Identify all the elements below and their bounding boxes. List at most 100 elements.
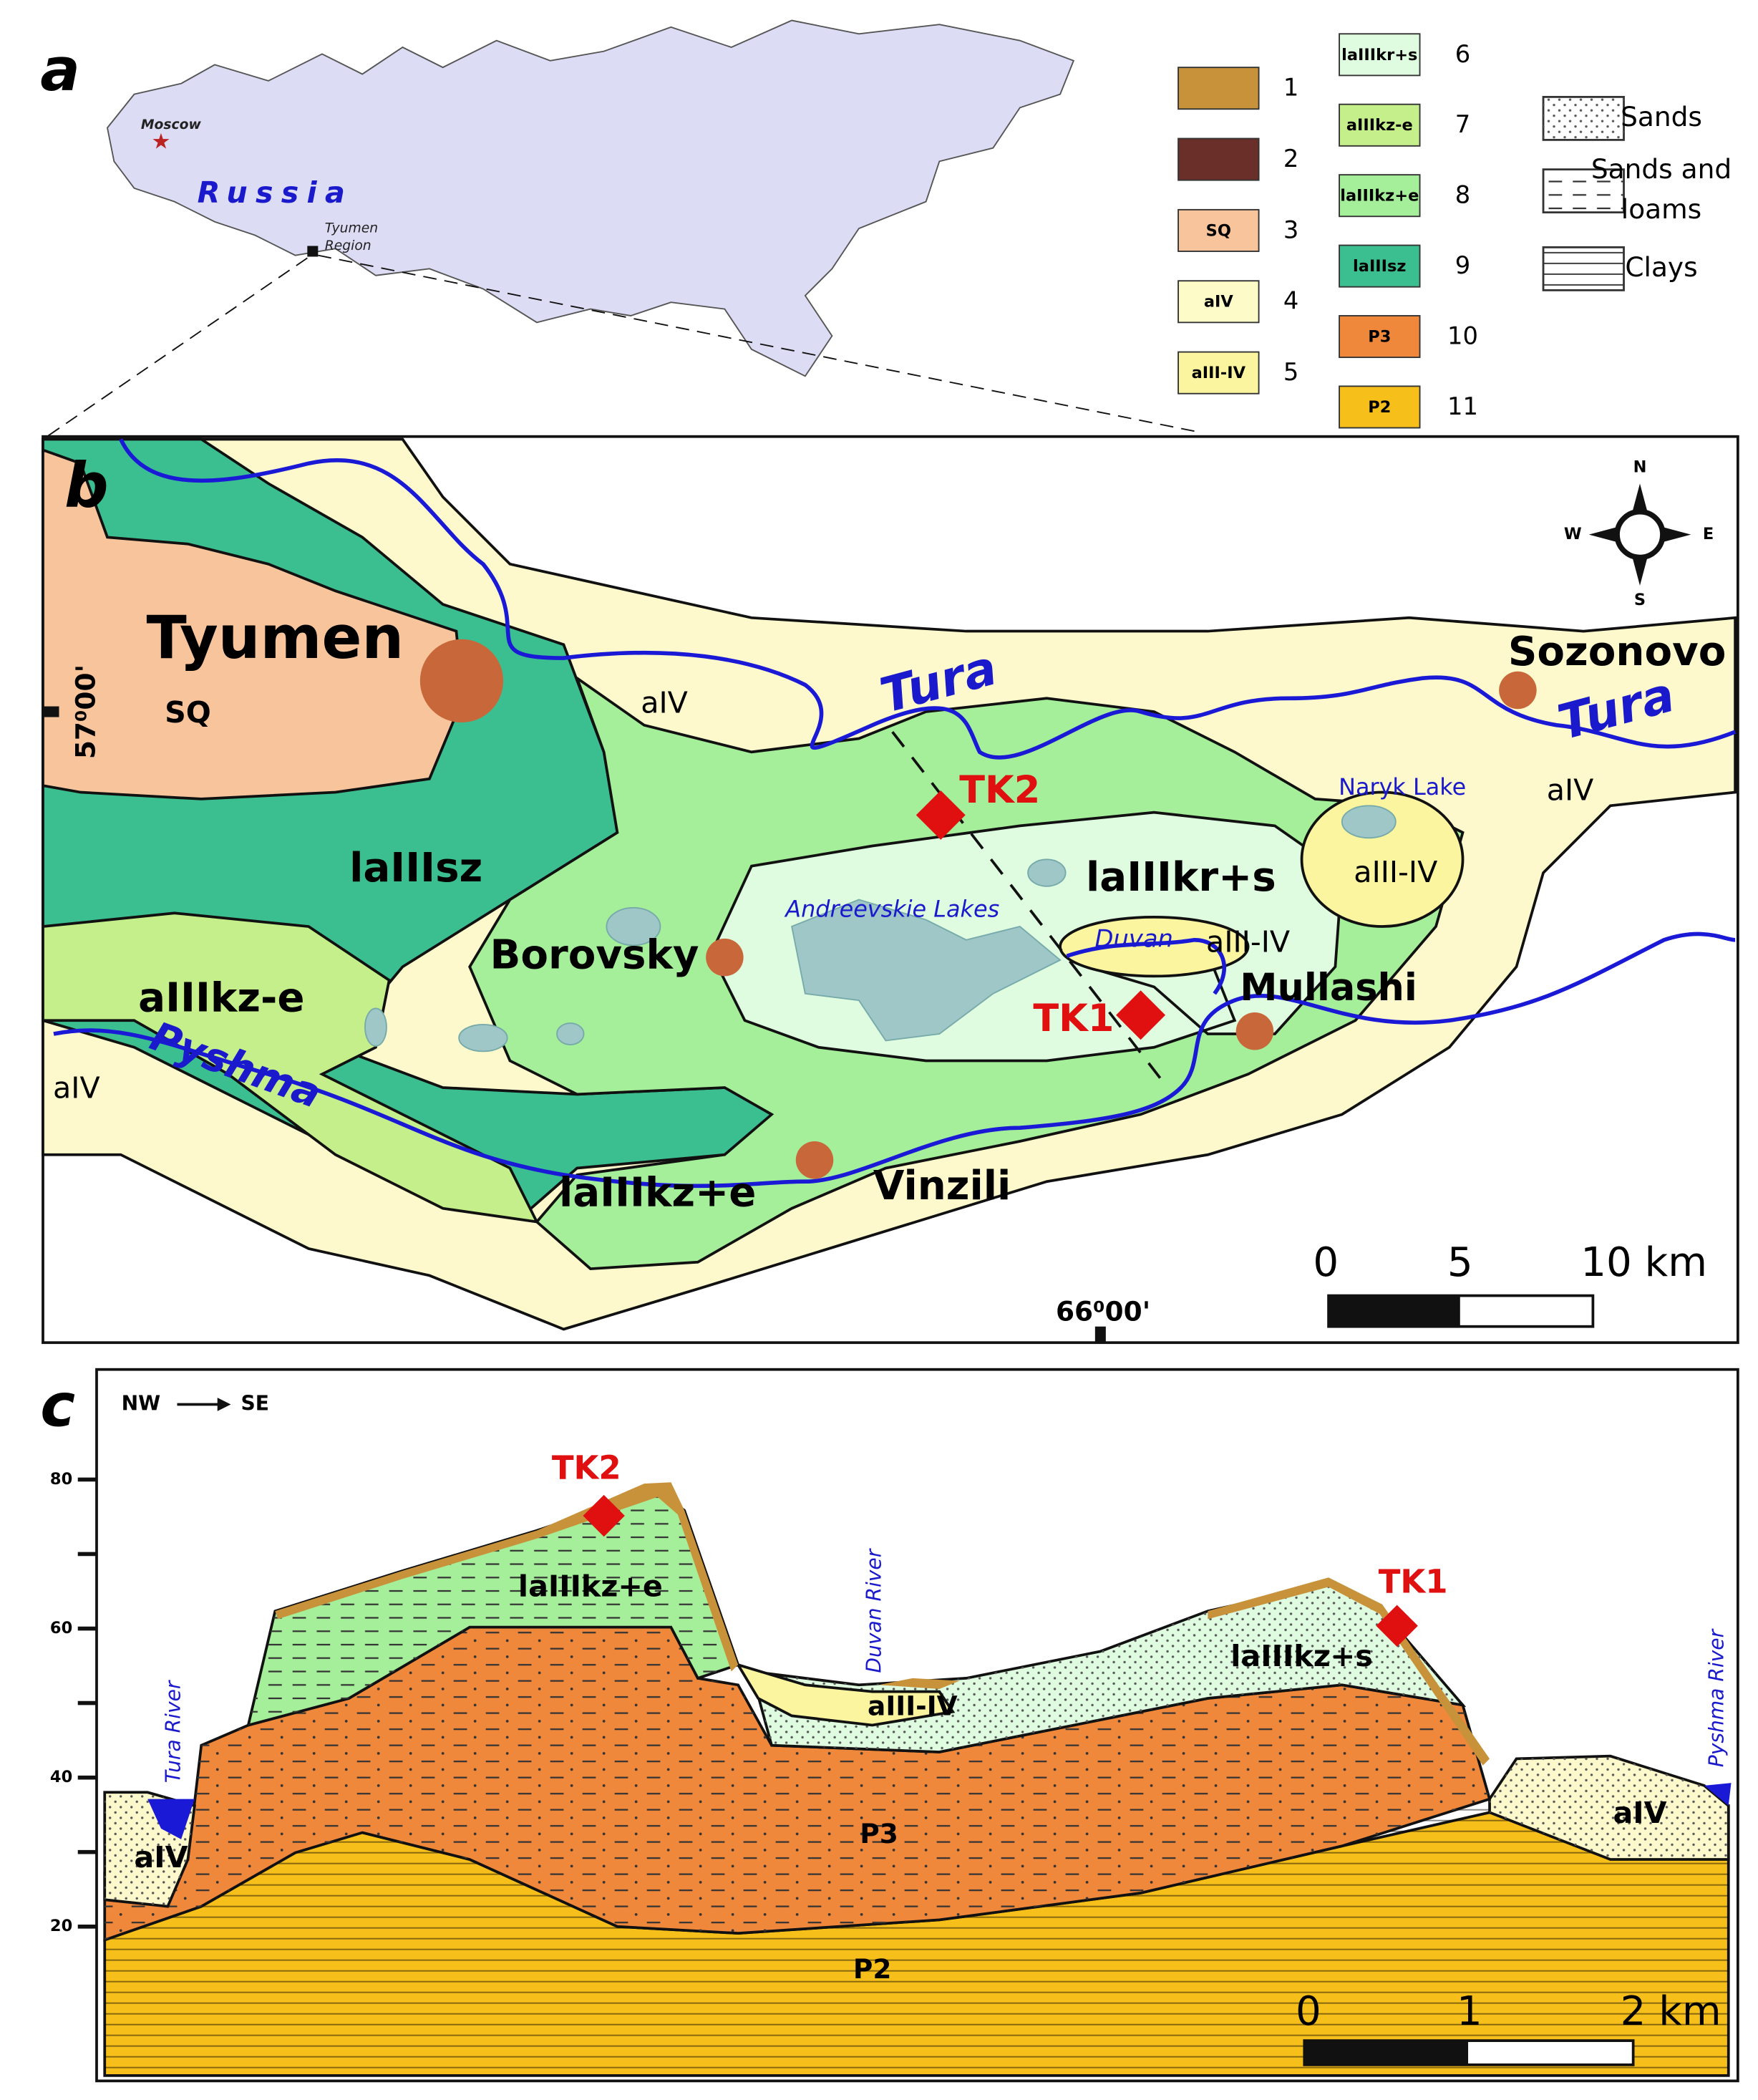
site-marker [916,790,966,840]
legend-number: 10 [1447,321,1478,349]
site-marker [583,1494,625,1537]
direction-label: NW [122,1391,161,1415]
legend-number: 2 [1283,145,1298,173]
compass-label: W [1564,525,1582,543]
site-label: TK1 [1379,1563,1448,1601]
unit-label: aIII-IV [1354,855,1437,889]
layer-pattern [105,1756,1729,1907]
lithology-label: Sands and [1591,153,1732,185]
layer-aIII-IV [735,1662,956,1727]
layer-pattern [105,1627,1490,1940]
settlement-label: Tyumen [147,604,404,672]
river [119,438,1737,760]
unit-label: aIV [1547,773,1594,808]
elevation-axis: 80 60 40 20 [50,1470,97,1935]
compass-ring [1614,508,1666,561]
capital-label: Moscow [141,117,202,132]
site-label: TK2 [552,1448,621,1486]
legend-swatch [1177,280,1260,324]
unit-label: aIII-IV [1206,924,1290,959]
panel-label: a [40,36,80,105]
legend-number: 7 [1455,110,1470,138]
lake [1027,858,1067,887]
legend-code: aIIIkz-e [1346,116,1413,135]
direction-arrow [217,1398,231,1411]
unit-label: P3 [860,1818,898,1849]
legend-code: laIIIkz+e [1340,187,1419,205]
tick-label: 80 [50,1470,72,1489]
unit-label: SQ [165,695,211,730]
legend-code: laIIIsz [1353,257,1406,276]
scale-bar [1329,1295,1460,1327]
river [1066,937,1227,995]
lithology-swatch [1543,247,1624,291]
lake-label: Naryk Lake [1339,773,1466,800]
river-label: Duvan River [862,1547,885,1673]
scale-label: 2 km [1621,1988,1721,2035]
river-label: Pyshma River [1705,1627,1729,1767]
lithology-swatch [1543,169,1624,213]
legend-number: 8 [1455,181,1470,209]
compass-label: N [1633,458,1647,476]
settlement-marker [795,1141,834,1179]
unit-label: aIII-IV [868,1690,958,1722]
lithology-label: Sands [1621,101,1702,132]
unit-label: aIV [1613,1796,1666,1830]
legend-swatch [1339,315,1421,359]
panel-label: b [64,450,109,522]
section-line [891,731,1169,1089]
legend-swatch [1339,385,1421,429]
unit-label: aIV [134,1840,188,1874]
settlement-label: Borovsky [490,932,699,979]
panel-c: c NW SE 80 60 40 20 TK2 TK1 Tura River Duva… [40,1368,1739,2083]
river-water [147,1799,195,1839]
legend-swatch [1177,137,1260,181]
site-label: TK2 [959,768,1040,812]
capital-star: ★ [152,130,171,155]
scale-label: 1 [1457,1988,1482,2035]
lake [606,906,661,947]
legend-code: aIV [1204,293,1234,311]
scale-bar [1304,2041,1469,2065]
direction-label: SE [241,1391,268,1415]
legend-number: 11 [1447,392,1478,420]
scale-label: 0 [1296,1988,1321,2035]
unit-label: aIV [641,686,688,720]
panel-b: b Tyumen Sozonovo Borovsky Vinzili Mulla… [42,435,1739,1345]
lake-label: Andreevskie Lakes [784,896,999,923]
unit-label: aIIIkz-e [138,975,304,1022]
settlement-marker [1235,1012,1274,1050]
unit-label: P2 [853,1953,892,1985]
site-marker [1376,1605,1418,1647]
lake [556,1022,585,1045]
river-water [1704,1783,1732,1806]
legend-swatch [1177,67,1260,110]
legend-number: 6 [1455,40,1470,68]
compass: N E S W [1564,458,1714,609]
legend-swatch [1177,351,1260,395]
unit-label: aIV [53,1071,100,1105]
tick-label: 20 [50,1917,72,1935]
russia-outline [106,19,1075,377]
legend-swatch [1339,103,1421,147]
lake [791,899,1062,1042]
tick-label: 60 [50,1619,72,1637]
site-label: TK1 [1033,997,1114,1040]
tick-label: 40 [50,1768,72,1786]
panel-a: a ★ Moscow Russia Tyumen Region [40,19,1202,437]
legend-number: 4 [1283,287,1298,315]
country-label: Russia [198,175,353,210]
settlement-label: Vinzili [873,1163,1011,1209]
lake [458,1023,508,1053]
lithology-label: loams [1621,193,1701,225]
unit-label: laIIIkz+s [1230,1639,1373,1673]
settlement-label: Mullashi [1240,966,1417,1010]
unit-label: laIIIkz+e [559,1170,756,1216]
unit-label: laIIIkz+e [518,1569,663,1603]
scale-label: 5 [1447,1239,1473,1286]
compass-label: S [1634,591,1646,609]
legend-code: aIII-IV [1192,364,1246,382]
settlement-label: Sozonovo [1508,629,1726,675]
longitude-tick [1094,1326,1106,1343]
